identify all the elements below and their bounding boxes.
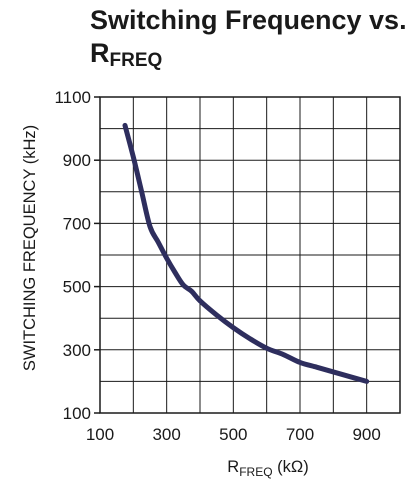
x-tick-labels: 100 300 500 700 900	[86, 425, 381, 444]
y-tick-label: 900	[63, 151, 91, 170]
x-axis-label: RFREQ (kΩ)	[227, 458, 308, 479]
y-tick-label: 100	[63, 404, 91, 423]
x-tick-label: 700	[286, 425, 314, 444]
x-axis-label-subscript: FREQ	[239, 465, 272, 479]
chart-grid	[100, 97, 400, 413]
x-tick-label: 100	[86, 425, 114, 444]
y-tick-labels: 100 300 500 700 900 1100	[54, 88, 100, 423]
y-tick-label: 500	[63, 278, 91, 297]
chart-title: Switching Frequency vs. RFREQ	[90, 4, 415, 70]
x-tick-label: 900	[352, 425, 380, 444]
x-axis-label-unit: (kΩ)	[273, 458, 309, 476]
y-tick-label: 300	[63, 341, 91, 360]
y-tick-label: 700	[63, 214, 91, 233]
chart-title-subscript: FREQ	[109, 50, 163, 71]
chart-title-main: Switching Frequency vs.	[90, 5, 407, 35]
y-tick-label: 1100	[54, 88, 91, 107]
x-axis-label-r: R	[227, 458, 239, 476]
x-tick-label: 500	[219, 425, 247, 444]
chart-title-r: R	[90, 38, 110, 68]
x-tick-label: 300	[152, 425, 180, 444]
series-line	[122, 122, 370, 384]
plot-frame	[99, 96, 401, 414]
y-axis-label: SWITCHING FREQUENCY (kHz)	[21, 125, 39, 371]
